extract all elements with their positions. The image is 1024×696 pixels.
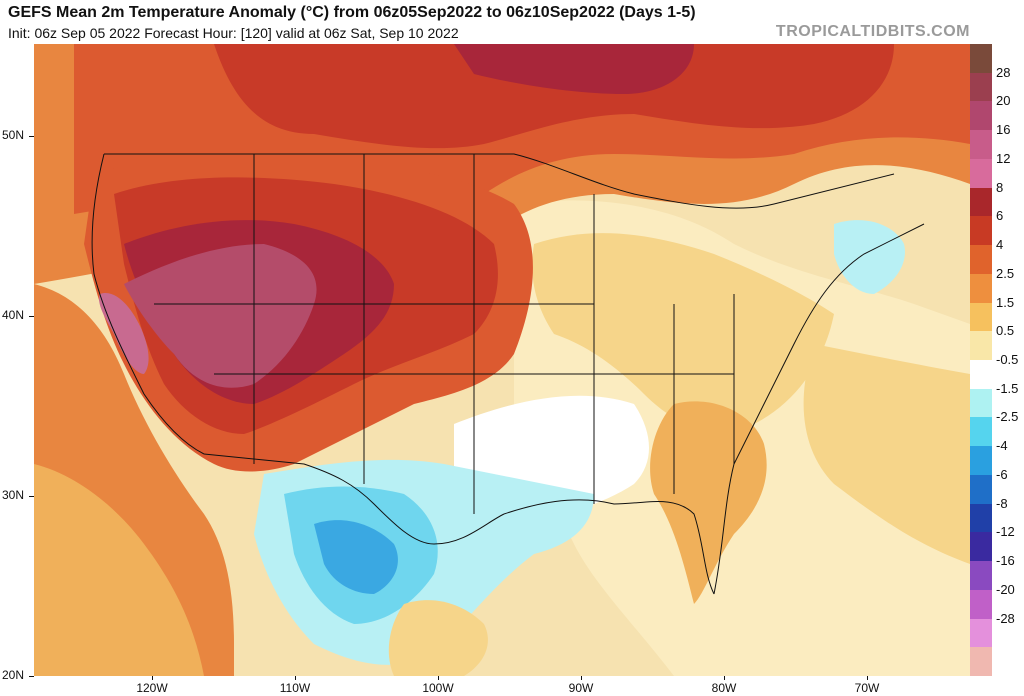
longitude-label: 100W [422,681,454,695]
latitude-label: 50N [2,128,25,142]
anomaly-region-west-12 [124,244,317,388]
latitude-label: 30N [2,488,25,502]
anomaly-region-north-6 [214,44,894,149]
anomaly-region-atlantic-05 [803,344,970,564]
anomaly-region-south-cool-3 [314,520,398,594]
colorbar-swatch [970,302,992,332]
us-west-coast [91,153,205,455]
longitude-tick [152,676,153,680]
map-title: GEFS Mean 2m Temperature Anomaly (°C) fr… [8,4,696,21]
longitude-tick [581,676,582,680]
colorbar-swatch [970,388,992,418]
colorbar-swatch [970,101,992,131]
colorbar-label: -4 [996,438,1008,454]
colorbar-swatch [970,72,992,102]
colorbar-swatch [970,273,992,304]
latitude-label: 40N [2,308,25,322]
colorbar-swatch [970,331,992,361]
colorbar-label: -12 [996,524,1015,540]
anomaly-region-pacific-15 [34,464,204,676]
latitude-tick [29,136,34,137]
temperature-anomaly-map [34,44,970,676]
colorbar-swatch [970,216,992,246]
colorbar-label: -28 [996,610,1015,626]
longitude-label: 120W [136,681,168,695]
map-header: GEFS Mean 2m Temperature Anomaly (°C) fr… [0,0,1024,44]
latitude-tick [29,676,34,677]
longitude-tick [867,676,868,680]
colorbar-label: 20 [996,93,1011,109]
gulf-coast [503,499,715,595]
colorbar-swatch [970,561,992,591]
colorbar-swatch [970,446,992,476]
colorbar-label: 16 [996,122,1011,138]
longitude-label: 90W [568,681,594,695]
colorbar-swatch [970,187,992,217]
colorbar-label: -16 [996,553,1015,569]
colorbar-legend: 28 20 16 12 8 6 4 2.5 1.5 0.5 -0.5 -1.5 -2.5 -4 -6 -8 -1… [970,44,1024,677]
colorbar-label: 2.5 [996,265,1015,281]
anomaly-region-mexico-warm [388,600,488,676]
map-canvas [34,44,970,676]
colorbar-swatch [970,532,992,562]
longitude-label: 80W [711,681,737,695]
colorbar-label: 8 [996,179,1004,195]
anomaly-region-east-05 [532,233,834,433]
longitude-axis: 120W 110W 100W 90W 80W 70W [34,676,970,696]
latitude-label: 20N [2,668,25,682]
anomaly-region-hudson-8 [454,44,694,94]
boundary-lines [91,153,925,595]
colorbar-swatch [970,417,992,447]
colorbar-swatch [970,130,992,160]
colorbar-swatch [970,589,992,620]
colorbar-label: 12 [996,150,1011,166]
colorbar-swatch [970,158,992,189]
colorbar-label: 28 [996,64,1011,80]
latitude-tick [29,316,34,317]
east-coast [713,223,925,595]
site-watermark: TROPICALTIDBITS.COM [775,23,970,40]
colorbar-label: -20 [996,581,1015,597]
anomaly-region-northeast-cool [834,220,905,294]
map-subtitle: Init: 06z Sep 05 2022 Forecast Hour: [12… [8,25,459,41]
longitude-label: 70W [854,681,880,695]
latitude-tick [29,496,34,497]
colorbar-label: -2.5 [996,409,1019,425]
colorbar-label: -1.5 [996,380,1019,396]
us-mexico-border [203,453,505,545]
latitude-axis: 50N 40N 30N 20N [0,44,34,682]
colorbar-swatch [970,647,992,677]
us-canada-border [104,153,895,209]
longitude-tick [295,676,296,680]
colorbar-swatch [970,245,992,275]
longitude-tick [438,676,439,680]
colorbar-swatch [970,360,992,390]
colorbar-swatch [970,618,992,648]
colorbar-label: -6 [996,466,1008,482]
anomaly-region-ca-16 [99,293,149,374]
colorbar-label: -8 [996,495,1008,511]
anomaly-region-southeast-15 [650,401,767,604]
colorbar-swatch [970,474,992,505]
colorbar-label: 1.5 [996,294,1015,310]
colorbar-swatch [970,503,992,533]
colorbar-label: 6 [996,208,1004,224]
longitude-tick [724,676,725,680]
longitude-label: 110W [279,681,311,695]
colorbar-label: 4 [996,237,1004,253]
colorbar-label: -0.5 [996,352,1019,367]
colorbar-swatch [970,44,992,74]
colorbar-label: 0.5 [996,323,1015,339]
